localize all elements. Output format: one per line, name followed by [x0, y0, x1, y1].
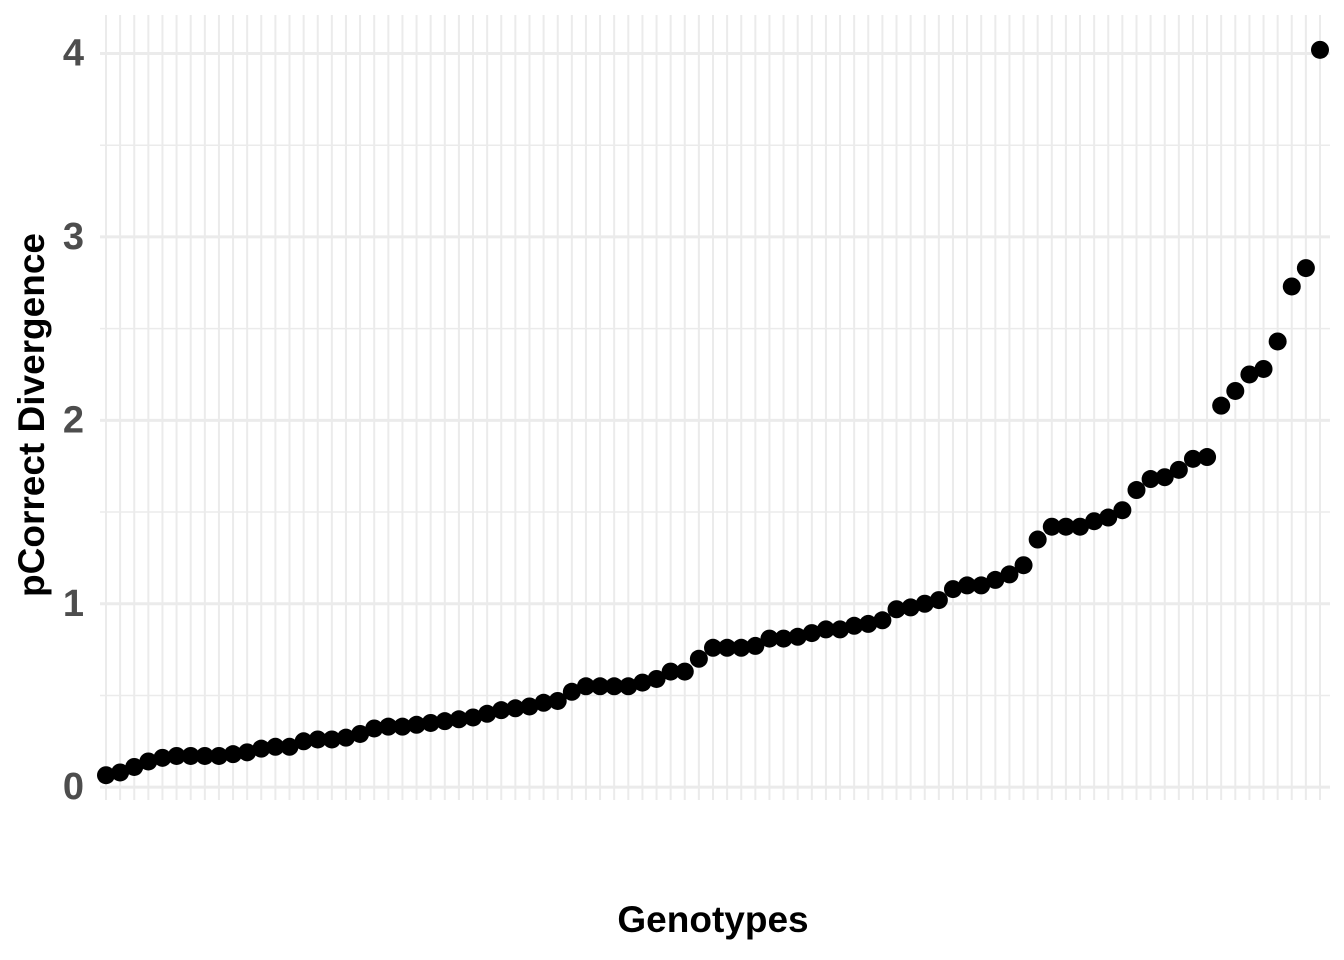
point [845, 616, 864, 635]
point [464, 708, 483, 727]
point [1226, 381, 1245, 400]
point [831, 620, 850, 639]
point [393, 717, 412, 736]
point [506, 699, 525, 718]
point [421, 713, 440, 732]
y-tick-label: 1 [63, 583, 84, 625]
point [266, 737, 285, 756]
point [478, 704, 497, 723]
point [689, 649, 708, 668]
point [252, 739, 271, 758]
point [195, 746, 214, 765]
grid [100, 15, 1330, 800]
point [619, 677, 638, 696]
point [280, 737, 299, 756]
point [167, 746, 186, 765]
point [407, 715, 426, 734]
point [308, 730, 327, 749]
point [1240, 365, 1259, 384]
point [435, 712, 454, 731]
point [929, 591, 948, 610]
point [1155, 468, 1174, 487]
point [1296, 259, 1315, 278]
point [209, 746, 228, 765]
point [746, 636, 765, 655]
point [1254, 359, 1273, 378]
point [675, 662, 694, 681]
point [1198, 448, 1217, 467]
y-tick-label: 3 [63, 216, 84, 258]
point [1000, 565, 1019, 584]
point [1014, 556, 1033, 575]
point [97, 766, 115, 785]
point [492, 701, 511, 720]
y-tick-label: 4 [63, 33, 84, 75]
point [365, 719, 384, 738]
point [647, 669, 666, 688]
point [224, 745, 243, 764]
point [718, 638, 737, 657]
point [1071, 517, 1090, 536]
point [351, 724, 370, 743]
point [1268, 332, 1287, 351]
point [661, 662, 680, 681]
point [859, 614, 878, 633]
point [887, 600, 906, 619]
point [379, 717, 398, 736]
point [111, 763, 130, 782]
point [732, 638, 751, 657]
point [1212, 396, 1231, 415]
point [181, 746, 200, 765]
point [534, 693, 553, 712]
point [1141, 470, 1160, 489]
point [1028, 530, 1047, 549]
point [943, 580, 962, 599]
point [520, 697, 539, 716]
point [633, 673, 652, 692]
point [294, 732, 313, 751]
point [238, 743, 257, 762]
point [1099, 508, 1118, 527]
point [1056, 517, 1075, 536]
point [1127, 481, 1146, 500]
point [591, 677, 610, 696]
point [915, 594, 934, 613]
point [1311, 40, 1329, 59]
point [139, 752, 158, 771]
point [958, 576, 977, 595]
point [901, 598, 920, 617]
point [873, 611, 892, 630]
point [1085, 512, 1104, 531]
x-axis-title: Genotypes [617, 899, 808, 940]
y-tick-label: 0 [63, 766, 84, 808]
point [704, 638, 722, 657]
y-tick-label: 2 [63, 399, 84, 441]
point [336, 728, 355, 747]
point [605, 677, 624, 696]
point [322, 730, 341, 749]
point [125, 757, 144, 776]
point [774, 629, 793, 648]
point [1042, 517, 1061, 536]
point [1169, 460, 1188, 479]
point [562, 682, 581, 701]
point [986, 570, 1005, 589]
point [1183, 449, 1202, 468]
point [548, 691, 567, 710]
y-axis-title: pCorrect Divergence [11, 233, 52, 597]
point [449, 710, 468, 729]
point [1282, 277, 1301, 296]
point [972, 576, 991, 595]
point [153, 748, 172, 767]
point [760, 629, 779, 648]
point [1113, 501, 1132, 520]
point [802, 624, 821, 643]
point [788, 627, 807, 646]
point [816, 620, 835, 639]
point [576, 677, 595, 696]
